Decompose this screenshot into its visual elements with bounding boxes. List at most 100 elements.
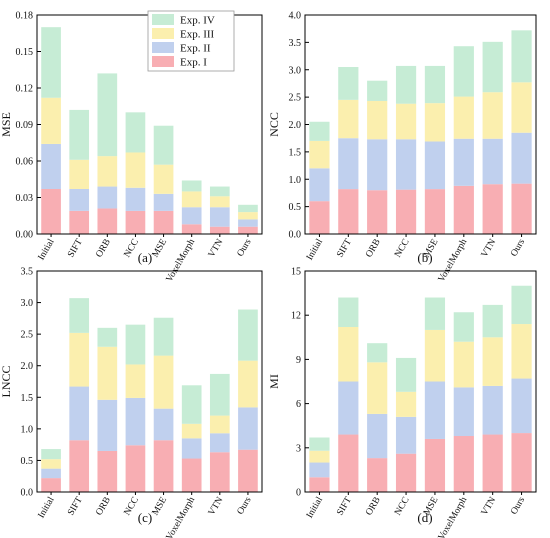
bar-exp-ii-voxelmorph xyxy=(453,387,474,437)
bar-exp-iv-ncc xyxy=(395,65,417,104)
x-tick-label: MSE xyxy=(151,495,170,517)
bar-exp-iv-ours xyxy=(238,204,258,213)
bar-exp-i-mse xyxy=(153,440,174,492)
bar-exp-i-initial xyxy=(41,478,61,492)
x-tick-label: ORB xyxy=(364,496,382,518)
bar-exp-i-orb xyxy=(367,190,388,234)
bar-exp-iii-voxelmorph xyxy=(453,341,474,388)
bar-exp-iv-orb xyxy=(367,343,388,363)
x-tick-label: Initial xyxy=(305,495,325,520)
bar-exp-ii-ncc xyxy=(125,187,146,211)
bar-exp-iii-orb xyxy=(367,362,388,414)
bar-exp-ii-ours xyxy=(511,378,532,434)
plot-frame xyxy=(36,270,263,493)
bar-exp-i-orb xyxy=(367,458,388,492)
bar-exp-iv-ours xyxy=(238,309,258,361)
y-axis-label: MSE xyxy=(0,112,13,137)
bar-exp-ii-ncc xyxy=(125,397,146,446)
x-tick-label: Initial xyxy=(37,495,57,520)
bar-exp-iii-initial xyxy=(309,450,330,463)
bar-exp-iv-mse xyxy=(424,65,446,104)
bar-exp-ii-mse xyxy=(153,193,174,211)
bar-exp-iii-vtn xyxy=(482,337,503,386)
y-tick-label: 0.0 xyxy=(289,230,302,241)
bar-exp-i-sift xyxy=(338,189,359,234)
x-tick-label: VoxelMorph xyxy=(437,495,470,538)
x-tick-label: ORB xyxy=(94,496,112,518)
bar-exp-iii-orb xyxy=(97,346,118,400)
y-tick-label: 9 xyxy=(296,355,301,366)
y-tick-label: 1.0 xyxy=(21,424,34,435)
bar-exp-i-sift xyxy=(338,434,359,492)
bar-exp-i-mse xyxy=(153,210,174,234)
bar-exp-iv-voxelmorph xyxy=(181,385,202,424)
bar-exp-i-initial xyxy=(309,477,330,492)
bar-exp-iii-ncc xyxy=(125,364,146,398)
bar-exp-ii-initial xyxy=(41,143,61,189)
panel-b: 0.0 0.5 1.0 1.5 2.0 2.5 3.0 3.5 4.0 Initial SIFT OR… xyxy=(267,11,537,284)
x-tick-label: Ours xyxy=(509,495,527,516)
bar-exp-iii-voxelmorph xyxy=(181,423,202,439)
legend-entry: Exp. III xyxy=(180,29,215,41)
bar-exp-ii-initial xyxy=(41,468,61,479)
bar-exp-iii-orb xyxy=(97,156,118,187)
bar-exp-iv-orb xyxy=(97,327,118,347)
bar-exp-iv-initial xyxy=(309,437,330,451)
bar-exp-i-ncc xyxy=(125,210,146,234)
bar-exp-ii-mse xyxy=(153,408,174,441)
x-tick-label: VoxelMorph xyxy=(437,237,470,284)
y-tick-label: 1.5 xyxy=(289,147,302,158)
panel-label: (a) xyxy=(138,250,152,265)
x-tick-label: Ours xyxy=(236,237,254,258)
bar-exp-iv-mse xyxy=(424,297,446,330)
y-tick-label: 0.00 xyxy=(16,230,34,241)
bar-exp-iv-ncc xyxy=(125,112,146,153)
y-tick-label: 2.0 xyxy=(21,361,34,372)
bar-exp-ii-ncc xyxy=(395,416,417,454)
bar-exp-iii-mse xyxy=(424,103,446,142)
x-tick-label: Ours xyxy=(509,237,527,258)
bar-exp-iii-sift xyxy=(69,332,90,387)
bar-exp-i-ours xyxy=(511,433,532,492)
bar-exp-ii-voxelmorph xyxy=(181,207,202,225)
bar-exp-iii-ncc xyxy=(125,152,146,188)
y-tick-label: 3.5 xyxy=(289,38,302,49)
bar-exp-iv-ncc xyxy=(395,357,417,392)
x-tick-label: MSE xyxy=(151,237,170,259)
x-tick-label: ORB xyxy=(364,238,382,260)
y-tick-label: 3.0 xyxy=(21,298,34,309)
x-tick-label: SIFT xyxy=(335,495,354,517)
x-tick-label: SIFT xyxy=(66,237,85,259)
bar-exp-i-ncc xyxy=(125,445,146,492)
bar-exp-iii-initial xyxy=(41,459,61,469)
bar-exp-iv-vtn xyxy=(209,186,230,197)
y-tick-label: 0 xyxy=(296,488,301,499)
bar-exp-i-ncc xyxy=(395,453,417,492)
bar-exp-ii-sift xyxy=(69,188,90,211)
bar-exp-i-ours xyxy=(238,449,258,492)
bar-exp-ii-sift xyxy=(338,381,359,435)
x-tick-label: VTN xyxy=(207,495,225,517)
x-tick-label: SIFT xyxy=(335,237,354,259)
y-tick-label: 3.0 xyxy=(289,65,302,76)
legend-entry: Exp. IV xyxy=(180,15,215,27)
bar-exp-iii-orb xyxy=(367,100,388,140)
legend: Exp. IV Exp. III Exp. II Exp. I xyxy=(147,10,235,72)
y-tick-label: 0.15 xyxy=(16,47,34,58)
bar-exp-ii-sift xyxy=(69,386,90,441)
y-tick-label: 2.5 xyxy=(21,330,34,341)
bar-exp-i-ours xyxy=(238,226,258,234)
legend-swatch xyxy=(152,28,174,39)
y-tick-label: 0.5 xyxy=(289,202,302,213)
x-tick-label: ORB xyxy=(94,238,112,260)
bar-exp-iii-voxelmorph xyxy=(181,191,202,208)
y-tick-label: 0.09 xyxy=(16,120,34,131)
bar-exp-iv-voxelmorph xyxy=(453,46,474,97)
bar-exp-iv-initial xyxy=(309,121,330,141)
y-tick-label: 6 xyxy=(296,399,301,410)
bar-exp-i-sift xyxy=(69,440,90,492)
x-tick-label: VTN xyxy=(207,237,225,259)
bar-exp-i-mse xyxy=(424,189,446,234)
y-tick-label: 4.0 xyxy=(289,11,302,22)
x-tick-label: NCC xyxy=(393,238,411,260)
